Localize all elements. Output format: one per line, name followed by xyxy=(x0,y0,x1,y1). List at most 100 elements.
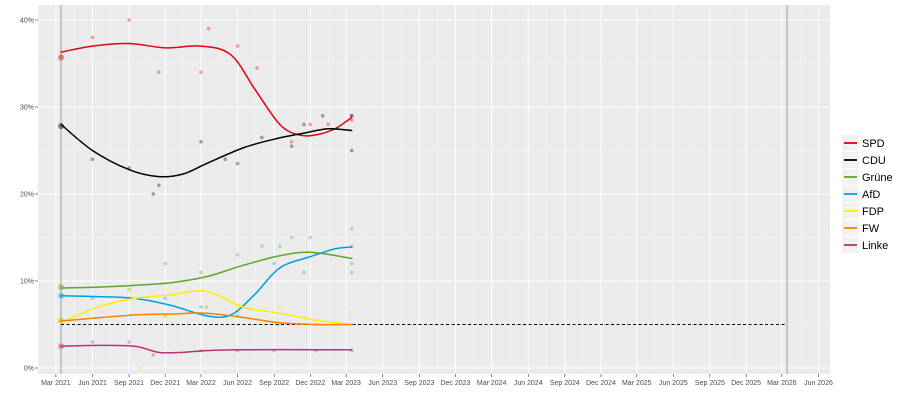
x-tick-label: Sep 2024 xyxy=(550,380,580,387)
x-tick-label: Jun 2024 xyxy=(514,380,543,387)
poll-point-cdu xyxy=(90,157,95,161)
poll-point-afd xyxy=(163,296,168,301)
poll-point-spd xyxy=(199,70,203,74)
x-tick-label: Mar 2026 xyxy=(767,380,797,387)
poll-point-cdu xyxy=(223,157,228,161)
y-tick-label: 0% xyxy=(24,366,34,373)
poll-point-fdp xyxy=(277,305,282,309)
poll-point-cdu xyxy=(157,183,161,188)
poll-point-grne xyxy=(308,235,313,240)
poll-point-spd xyxy=(349,118,354,122)
poll-point-cdu xyxy=(235,161,240,166)
x-tick-label: Sep 2022 xyxy=(259,380,289,387)
x-tick-label: Mar 2024 xyxy=(477,380,507,387)
poll-point-fw xyxy=(163,314,168,318)
poll-point-afd xyxy=(90,296,95,301)
poll-point-linke xyxy=(90,340,95,344)
poll-point-fdp xyxy=(127,287,131,292)
legend-label-afd: AfD xyxy=(862,189,880,201)
x-tick-label: Dec 2025 xyxy=(731,380,761,387)
trend-line-cdu xyxy=(60,123,353,178)
poll-point-fdp xyxy=(235,305,240,309)
poll-point-grne xyxy=(235,253,240,257)
legend: SPD CDU Grüne AfD FDP FW Linke xyxy=(842,135,893,253)
x-tick-label: Jun 2026 xyxy=(804,380,833,387)
poll-point-grne xyxy=(260,244,264,248)
poll-point-cdu xyxy=(199,140,203,144)
poll-point-grne xyxy=(58,284,65,291)
poll-point-spd xyxy=(289,140,294,144)
poll-point-grne xyxy=(127,287,131,292)
x-tick-label: Mar 2023 xyxy=(331,380,361,387)
election-markers xyxy=(60,5,788,374)
poll-point-spd xyxy=(255,66,259,70)
poll-point-spd xyxy=(206,26,211,31)
x-tick-label: Jun 2022 xyxy=(223,380,252,387)
poll-point-grne xyxy=(199,270,203,275)
x-tick-label: Jun 2023 xyxy=(368,380,397,387)
poll-point-fw xyxy=(204,305,209,309)
poll-point-cdu xyxy=(289,144,294,148)
x-tick-label: Dec 2024 xyxy=(586,380,616,387)
y-tick-label: 30% xyxy=(20,105,34,112)
poll-point-spd xyxy=(349,113,354,118)
x-tick-label: Sep 2025 xyxy=(695,380,725,387)
poll-point-fw xyxy=(277,322,282,327)
trend-lines xyxy=(60,42,353,354)
poll-point-spd xyxy=(90,35,95,40)
poll-point-afd xyxy=(272,261,276,266)
poll-point-grne xyxy=(277,244,282,248)
x-tick-label: Mar 2025 xyxy=(622,380,652,387)
poll-point-cdu xyxy=(349,113,354,118)
poll-point-cdu xyxy=(58,123,65,130)
x-tick-label: Dec 2022 xyxy=(295,380,325,387)
legend-label-cdu: CDU xyxy=(862,155,886,167)
poll-point-linke xyxy=(127,340,131,344)
x-tick-label: Dec 2023 xyxy=(440,380,470,387)
poll-point-cdu xyxy=(151,192,156,196)
poll-point-cdu xyxy=(302,122,306,127)
poll-point-spd xyxy=(326,122,331,127)
poll-point-linke xyxy=(151,353,156,357)
x-tick-label: Dec 2021 xyxy=(150,380,180,387)
poll-point-grne xyxy=(349,227,354,231)
poll-point-afd xyxy=(199,305,203,309)
trend-line-linke xyxy=(60,344,353,354)
poll-point-afd xyxy=(349,270,354,275)
axes: 0% 10% 20% 30% 40% Mar 2021 Jun 2021 Sep 2021 De… xyxy=(20,18,833,388)
legend-label-linke: Linke xyxy=(862,240,888,252)
legend-label-fw: FW xyxy=(862,223,880,235)
trend-line-afd xyxy=(60,246,353,319)
poll-point-spd xyxy=(308,122,313,127)
x-tick-label: Mar 2021 xyxy=(41,380,71,387)
y-tick-label: 20% xyxy=(20,192,34,199)
poll-point-grne xyxy=(289,235,294,240)
plot-panel xyxy=(38,5,830,374)
poll-point-fdp xyxy=(349,309,354,314)
poll-point-spd xyxy=(235,44,240,48)
poll-point-cdu xyxy=(349,148,354,153)
poll-point-spd xyxy=(58,54,65,61)
poll-point-grne xyxy=(349,261,354,266)
poll-point-cdu xyxy=(260,135,264,140)
legend-label-fdp: FDP xyxy=(862,206,884,218)
y-tick-label: 10% xyxy=(20,279,34,286)
trend-line-grne xyxy=(60,251,353,289)
x-tick-label: Sep 2023 xyxy=(404,380,434,387)
legend-label-grne: Grüne xyxy=(862,172,893,184)
poll-point-spd xyxy=(127,18,131,22)
poll-point-afd xyxy=(302,270,306,275)
grid-lines xyxy=(38,5,830,374)
legend-label-spd: SPD xyxy=(862,138,885,150)
poll-point-cdu xyxy=(320,113,325,118)
x-tick-label: Jun 2025 xyxy=(659,380,688,387)
trend-line-spd xyxy=(60,42,353,137)
poll-point-grne xyxy=(163,261,168,266)
x-tick-label: Sep 2021 xyxy=(114,380,144,387)
trend-line-fw xyxy=(60,312,353,326)
poll-point-spd xyxy=(157,70,161,74)
x-tick-label: Jun 2021 xyxy=(78,380,107,387)
poll-point-fdp xyxy=(163,287,168,292)
